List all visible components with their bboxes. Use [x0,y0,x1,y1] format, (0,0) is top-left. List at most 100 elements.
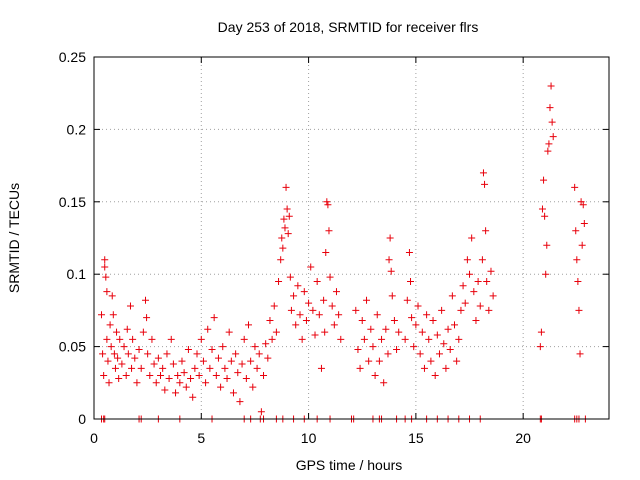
data-point [576,350,584,358]
data-point [387,267,395,275]
data-point [461,299,469,307]
data-point [227,357,235,365]
data-point [433,331,441,339]
data-point [202,379,210,387]
data-point [102,273,110,281]
data-point [468,234,476,242]
data-point [382,325,390,333]
data-point [459,282,467,290]
data-point [114,354,122,362]
data-point [280,215,288,223]
data-point [150,360,158,368]
data-point [172,389,180,397]
data-point [390,317,398,325]
data-point [380,379,388,387]
data-point [448,292,456,300]
data-point [407,277,415,285]
data-point [101,263,109,271]
data-point [317,364,325,372]
data-point [217,383,225,391]
data-point [128,364,136,372]
data-point [305,299,313,307]
data-point [420,364,428,372]
data-point [159,364,167,372]
data-point [287,306,295,314]
data-point [575,306,583,314]
data-point [245,321,252,329]
data-point [418,328,426,336]
data-point [167,335,175,343]
data-point [538,205,546,213]
data-point [286,273,294,281]
data-point [275,277,283,285]
data-point [247,357,255,365]
data-point [221,364,229,372]
data-point [210,314,218,322]
data-point [371,372,379,380]
data-point [157,372,165,380]
data-point [223,374,231,382]
y-tick-label: 0.05 [59,339,86,355]
data-point [107,343,115,351]
data-point [324,201,332,209]
data-point [537,328,545,336]
data-point [214,354,222,362]
data-point [294,282,302,290]
data-point [543,241,551,249]
data-point [176,379,184,387]
data-point [375,357,383,365]
data-point [129,335,137,343]
data-point [290,292,298,300]
data-point [206,364,214,372]
data-point [137,364,145,372]
data-point [212,372,220,380]
plot-frame [93,56,610,420]
axis-ticks: 0 0.05 0.1 0.15 0.2 0.25 0 5 10 15 20 [59,49,609,446]
data-point [440,340,448,348]
data-point [283,205,291,213]
data-point [98,311,106,319]
y-tick-label: 0.1 [67,266,87,282]
data-point [395,328,403,336]
data-point [108,292,116,300]
data-point [474,277,482,285]
data-point [311,331,319,339]
data-point [466,270,474,278]
data-point [144,350,152,358]
data-point [326,273,334,281]
data-point [385,256,393,264]
data-point [100,372,108,380]
data-point [328,302,336,310]
data-point [195,372,203,380]
data-point [321,328,329,336]
data-point [451,321,458,329]
data-point [281,224,289,232]
data-point [574,277,582,285]
data-point [302,317,310,325]
data-point [485,306,493,314]
data-point [386,234,394,242]
data-point [489,292,497,300]
data-point [120,343,128,351]
data-point [284,230,292,238]
data-point [579,201,587,209]
data-point [234,369,242,377]
data-point [444,325,452,333]
data-point [124,350,132,358]
y-axis-label: SRMTID / TECUs [6,183,22,293]
data-point [148,335,156,343]
data-point [337,335,345,343]
data-point [174,372,182,380]
data-point [118,360,126,368]
data-point [423,311,431,319]
x-tick-label: 0 [90,430,98,446]
data-point [182,383,190,391]
data-point [463,256,471,264]
data-point [249,383,257,391]
data-point [219,343,227,351]
data-point [435,350,443,358]
data-point [322,248,330,256]
data-point [369,343,377,351]
data-point [354,345,362,353]
